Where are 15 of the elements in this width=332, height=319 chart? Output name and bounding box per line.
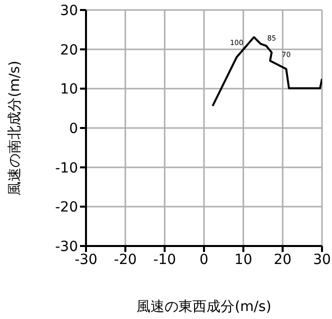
y-tick-label: 0: [69, 120, 78, 137]
y-tick-label: 10: [60, 82, 78, 98]
y-tick-label: 20: [60, 42, 78, 58]
x-tick-label: 0: [200, 252, 208, 268]
x-tick-label: -20: [114, 252, 137, 268]
x-tick-label: -10: [153, 252, 176, 268]
x-tick-label: 20: [274, 252, 292, 268]
y-tick-label: 30: [60, 2, 78, 19]
y-tick-label: -20: [55, 200, 78, 216]
y-axis-title: 風速の南北成分(m/s): [6, 60, 23, 196]
x-tick-label: 30: [313, 252, 331, 268]
y-tick-label: -10: [55, 160, 78, 176]
x-axis-title: 風速の東西成分(m/s): [136, 299, 272, 315]
line-series: [212, 36, 322, 107]
x-tick-label: 10: [234, 252, 252, 268]
